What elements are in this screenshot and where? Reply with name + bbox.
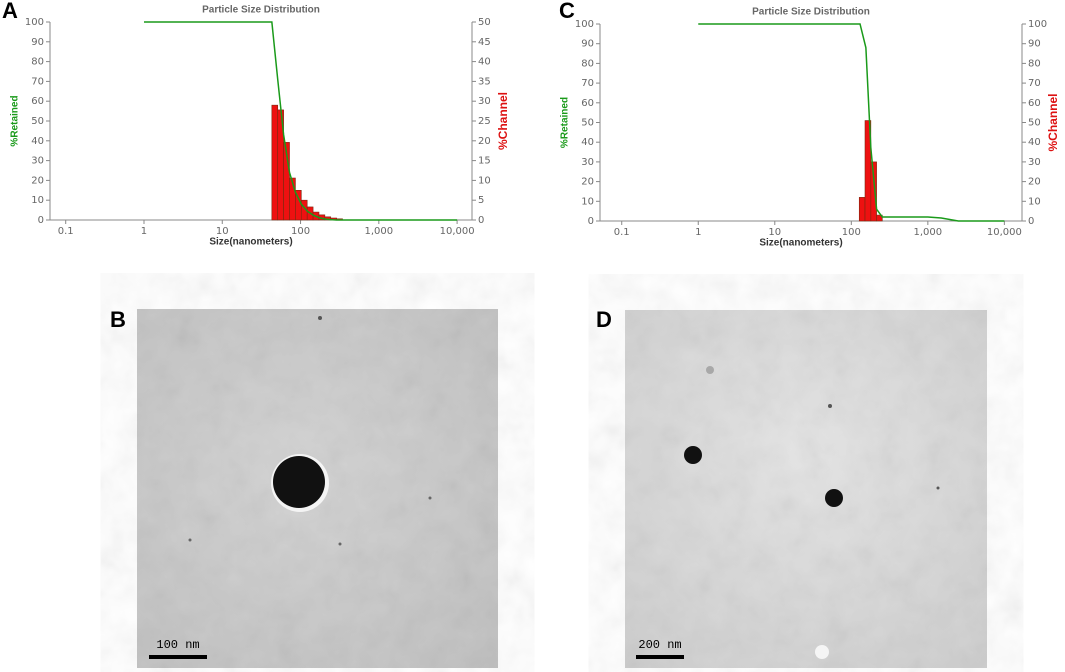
histogram-bar bbox=[858, 197, 866, 222]
y2-tick-label: 90 bbox=[1028, 39, 1041, 50]
tem-image-d bbox=[625, 310, 987, 668]
y-tick-label: 50 bbox=[31, 116, 44, 127]
panel-label: C bbox=[559, 0, 575, 23]
histogram-bar bbox=[870, 161, 877, 222]
y-tick-label: 80 bbox=[581, 58, 594, 69]
y2-tick-label: 40 bbox=[1028, 137, 1041, 148]
x-tick-label: 100 bbox=[291, 226, 310, 237]
x-tick-label: 1 bbox=[141, 226, 147, 237]
panel-label: B bbox=[110, 307, 126, 332]
y2-tick-label: 80 bbox=[1028, 58, 1041, 69]
y-tick-label: 10 bbox=[581, 196, 594, 207]
x-tick-label: 1,000 bbox=[365, 226, 394, 237]
scale-bar-label: 100 nm bbox=[156, 638, 199, 652]
y-tick-label: 100 bbox=[575, 19, 594, 30]
retained-line bbox=[143, 21, 458, 221]
x-tick-label: 1,000 bbox=[914, 227, 943, 238]
y2-tick-label: 15 bbox=[478, 156, 491, 167]
x-axis-label: Size(nanometers) bbox=[759, 238, 842, 249]
y-tick-label: 60 bbox=[31, 96, 44, 107]
y-tick-label: 70 bbox=[581, 78, 594, 89]
y-tick-label: 40 bbox=[581, 137, 594, 148]
x-tick-label: 1 bbox=[695, 227, 701, 238]
y-axis-label: %Retained bbox=[560, 97, 571, 148]
x-tick-label: 10,000 bbox=[440, 226, 475, 237]
y-tick-label: 10 bbox=[31, 195, 44, 206]
y2-tick-label: 100 bbox=[1028, 19, 1047, 30]
y-tick-label: 0 bbox=[588, 216, 594, 227]
scale-bar-label: 200 nm bbox=[638, 638, 681, 652]
y2-tick-label: 0 bbox=[478, 215, 484, 226]
y2-tick-label: 0 bbox=[1028, 216, 1034, 227]
x-tick-label: 0.1 bbox=[614, 227, 630, 238]
chart-title: Particle Size Distribution bbox=[752, 7, 870, 18]
x-axis-label: Size(nanometers) bbox=[209, 237, 292, 248]
x-tick-label: 10,000 bbox=[987, 227, 1022, 238]
y-tick-label: 20 bbox=[581, 177, 594, 188]
y-tick-label: 60 bbox=[581, 98, 594, 109]
y2-axis-label: %Channel bbox=[1046, 93, 1060, 151]
y-tick-label: 100 bbox=[25, 17, 44, 28]
y2-tick-label: 10 bbox=[478, 175, 491, 186]
y2-tick-label: 20 bbox=[1028, 177, 1041, 188]
y2-tick-label: 60 bbox=[1028, 98, 1041, 109]
y2-tick-label: 35 bbox=[478, 76, 491, 87]
y-tick-label: 70 bbox=[31, 76, 44, 87]
y2-tick-label: 5 bbox=[478, 195, 484, 206]
y2-tick-label: 70 bbox=[1028, 78, 1041, 89]
histogram-bar bbox=[271, 104, 279, 221]
y2-tick-label: 20 bbox=[478, 136, 491, 147]
x-tick-label: 10 bbox=[768, 227, 781, 238]
y-tick-label: 20 bbox=[31, 175, 44, 186]
y2-tick-label: 25 bbox=[478, 116, 491, 127]
tem-image-b bbox=[137, 309, 498, 668]
y-tick-label: 40 bbox=[31, 136, 44, 147]
x-tick-label: 100 bbox=[842, 227, 861, 238]
panel-label: A bbox=[2, 0, 18, 23]
x-tick-label: 10 bbox=[216, 226, 229, 237]
histogram-bar bbox=[876, 214, 883, 222]
y-tick-label: 80 bbox=[31, 57, 44, 68]
y-tick-label: 30 bbox=[581, 157, 594, 168]
y2-tick-label: 10 bbox=[1028, 196, 1041, 207]
y-tick-label: 30 bbox=[31, 156, 44, 167]
y-tick-label: 90 bbox=[581, 39, 594, 50]
y-tick-label: 0 bbox=[38, 215, 44, 226]
retained-line bbox=[698, 23, 1005, 222]
y2-tick-label: 40 bbox=[478, 57, 491, 68]
y2-axis-label: %Channel bbox=[496, 92, 510, 150]
y2-tick-label: 50 bbox=[1028, 118, 1041, 129]
y2-tick-label: 30 bbox=[1028, 157, 1041, 168]
panel-label: D bbox=[596, 307, 612, 332]
y2-tick-label: 45 bbox=[478, 37, 491, 48]
y-axis-label: %Retained bbox=[10, 95, 21, 146]
y-tick-label: 50 bbox=[581, 118, 594, 129]
x-tick-label: 0.1 bbox=[58, 226, 74, 237]
y-tick-label: 90 bbox=[31, 37, 44, 48]
chart-title: Particle Size Distribution bbox=[202, 5, 320, 16]
y2-tick-label: 50 bbox=[478, 17, 491, 28]
y2-tick-label: 30 bbox=[478, 96, 491, 107]
